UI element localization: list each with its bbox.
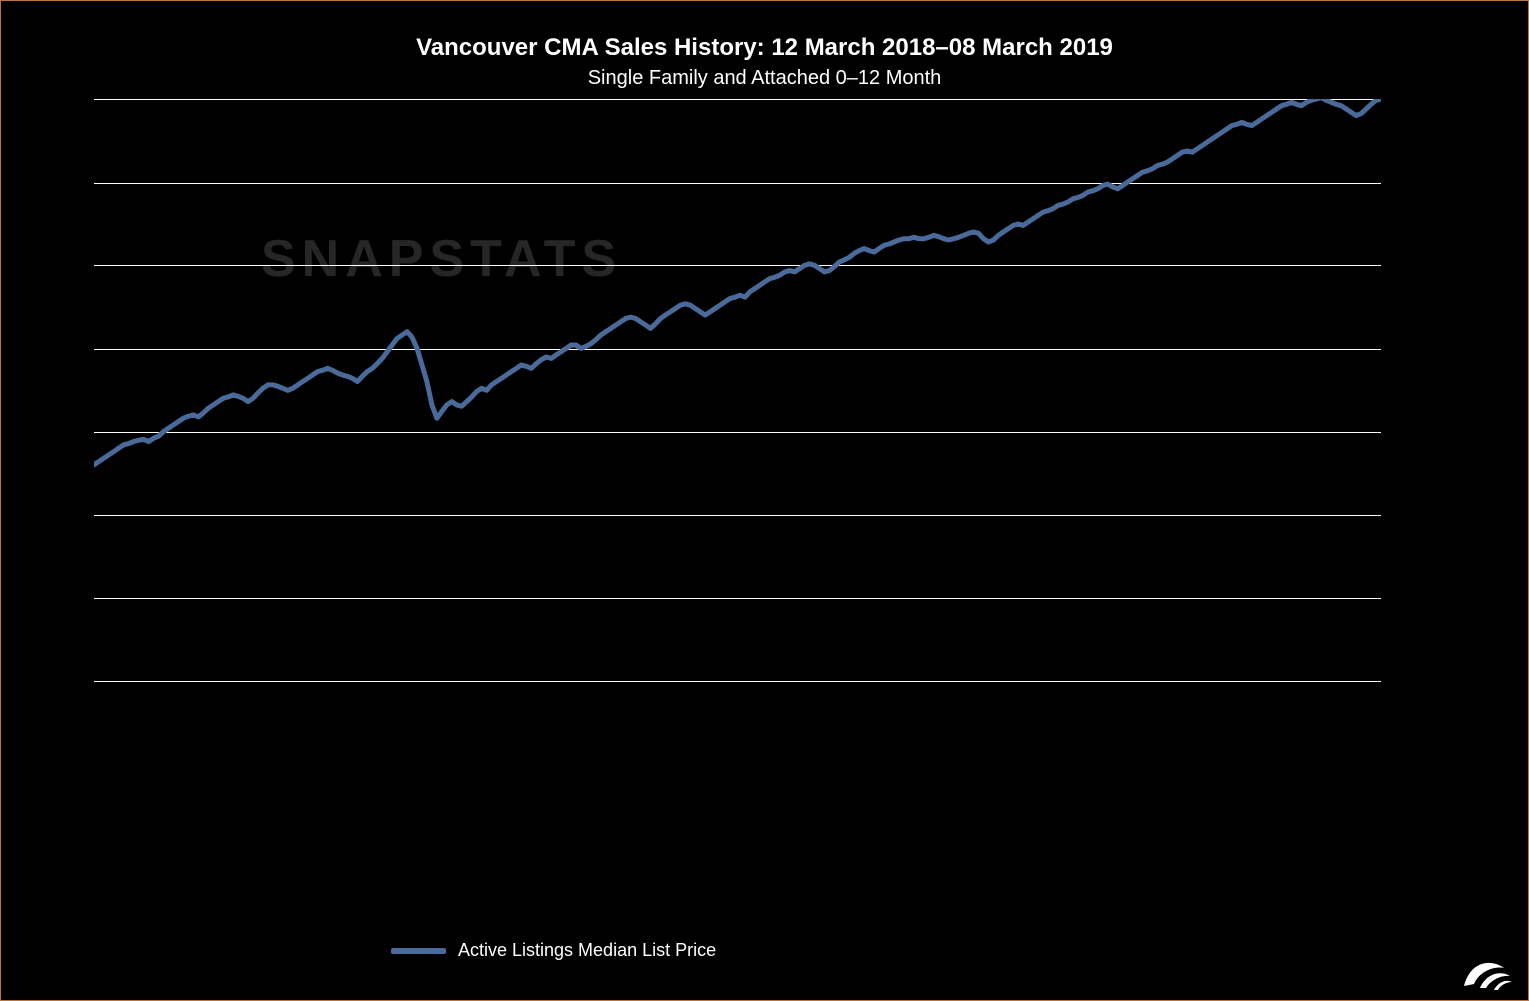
- chart-subtitle: Single Family and Attached 0–12 Month: [1, 67, 1528, 90]
- chart-title-text: Vancouver CMA Sales History: 12 March 20…: [416, 34, 1113, 61]
- legend: Active Listings Median List Price: [391, 940, 716, 961]
- svg-text:SNAPSTATS: SNAPSTATS: [261, 230, 622, 288]
- legend-swatch: [391, 948, 446, 954]
- corner-logo-icon: [1456, 944, 1518, 994]
- chart-subtitle-text: Single Family and Attached 0–12 Month: [588, 67, 942, 89]
- legend-label: Active Listings Median List Price: [458, 940, 716, 961]
- chart-title: Vancouver CMA Sales History: 12 March 20…: [1, 34, 1528, 62]
- chart-frame: Vancouver CMA Sales History: 12 March 20…: [0, 0, 1529, 1001]
- watermark: SNAPSTATS: [261, 186, 1261, 366]
